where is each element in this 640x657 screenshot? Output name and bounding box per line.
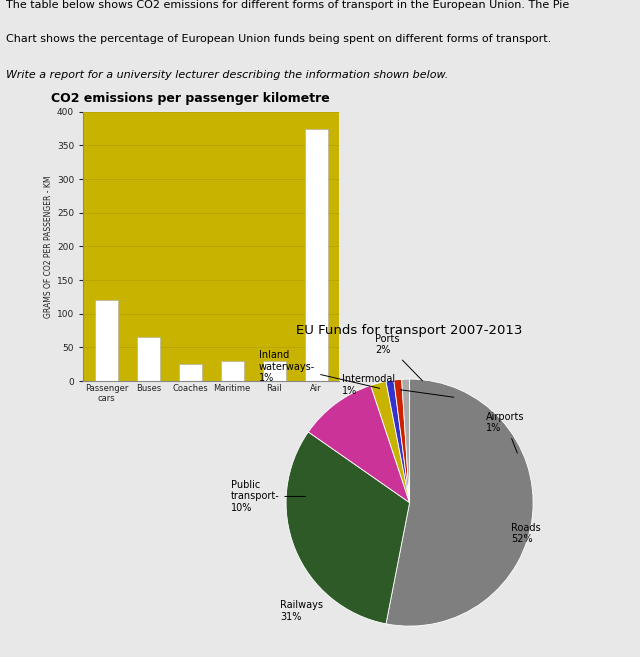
Bar (262, 361, 285, 381)
Text: Public
transport-
10%: Public transport- 10% (230, 480, 305, 513)
Text: The table below shows CO2 emissions for different forms of transport in the Euro: The table below shows CO2 emissions for … (6, 0, 570, 10)
Bar (137, 337, 160, 381)
Text: Intermodal
1%: Intermodal 1% (342, 374, 454, 397)
Text: Chart shows the percentage of European Union funds being spent on different form: Chart shows the percentage of European U… (6, 34, 552, 44)
Text: Inland
waterways-
1%: Inland waterways- 1% (259, 350, 380, 388)
Bar (179, 364, 202, 381)
Text: Railways
31%: Railways 31% (280, 600, 323, 622)
Wedge shape (402, 379, 410, 503)
Wedge shape (386, 380, 410, 503)
Text: Roads
52%: Roads 52% (511, 523, 541, 544)
Bar (305, 129, 328, 381)
Text: Airports
1%: Airports 1% (486, 411, 525, 453)
Bar (95, 300, 118, 381)
Bar (221, 361, 244, 381)
Text: Write a report for a university lecturer describing the information shown below.: Write a report for a university lecturer… (6, 70, 449, 80)
Text: CO2 emissions per passenger kilometre: CO2 emissions per passenger kilometre (51, 92, 330, 105)
Title: EU Funds for transport 2007-2013: EU Funds for transport 2007-2013 (296, 325, 523, 337)
Wedge shape (371, 381, 410, 503)
Wedge shape (308, 386, 410, 503)
Wedge shape (394, 379, 410, 503)
Y-axis label: GRAMS OF CO2 PER PASSENGER - KM: GRAMS OF CO2 PER PASSENGER - KM (44, 175, 52, 317)
Text: Ports
2%: Ports 2% (375, 334, 422, 381)
Wedge shape (386, 379, 533, 626)
Wedge shape (286, 432, 410, 624)
